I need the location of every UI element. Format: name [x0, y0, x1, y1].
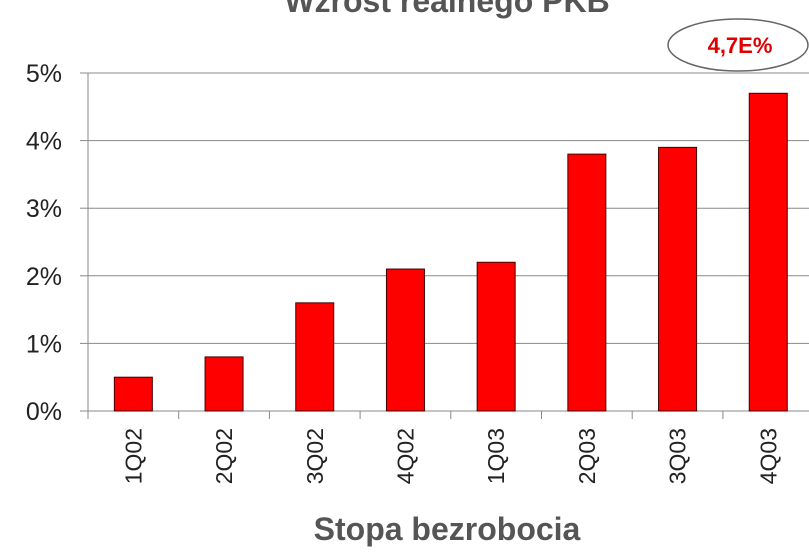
- x-tick-label: 4Q02: [392, 428, 418, 484]
- bar: [476, 261, 516, 412]
- x-tick-label: 3Q02: [302, 428, 328, 484]
- y-tick-label: 5%: [26, 60, 62, 88]
- bar: [295, 302, 335, 412]
- bar: [204, 356, 244, 412]
- y-tick-label: 4%: [26, 128, 62, 156]
- chart-title: Wzrost realnego PKB: [284, 0, 609, 19]
- y-tick-label: 0%: [26, 398, 62, 426]
- x-tick-label: 1Q03: [483, 428, 509, 484]
- annotation-ellipse: [667, 18, 809, 72]
- bar: [385, 268, 425, 412]
- y-tick-label: 3%: [26, 195, 62, 223]
- bar: [567, 153, 607, 412]
- x-tick-label: 4Q03: [755, 428, 781, 484]
- y-tick-label: 2%: [26, 263, 62, 291]
- x-tick-label: 3Q03: [665, 428, 691, 484]
- x-tick-label: 2Q03: [574, 428, 600, 484]
- x-tick-label: 1Q02: [120, 428, 146, 484]
- bar: [658, 146, 698, 412]
- y-tick-label: 1%: [26, 330, 62, 358]
- annotation: 4,7E%: [708, 33, 773, 58]
- x-tick-label: 2Q02: [211, 428, 237, 484]
- x-axis-label: Stopa bezrobocia: [314, 511, 581, 547]
- bar: [748, 92, 788, 412]
- bar: [113, 376, 153, 412]
